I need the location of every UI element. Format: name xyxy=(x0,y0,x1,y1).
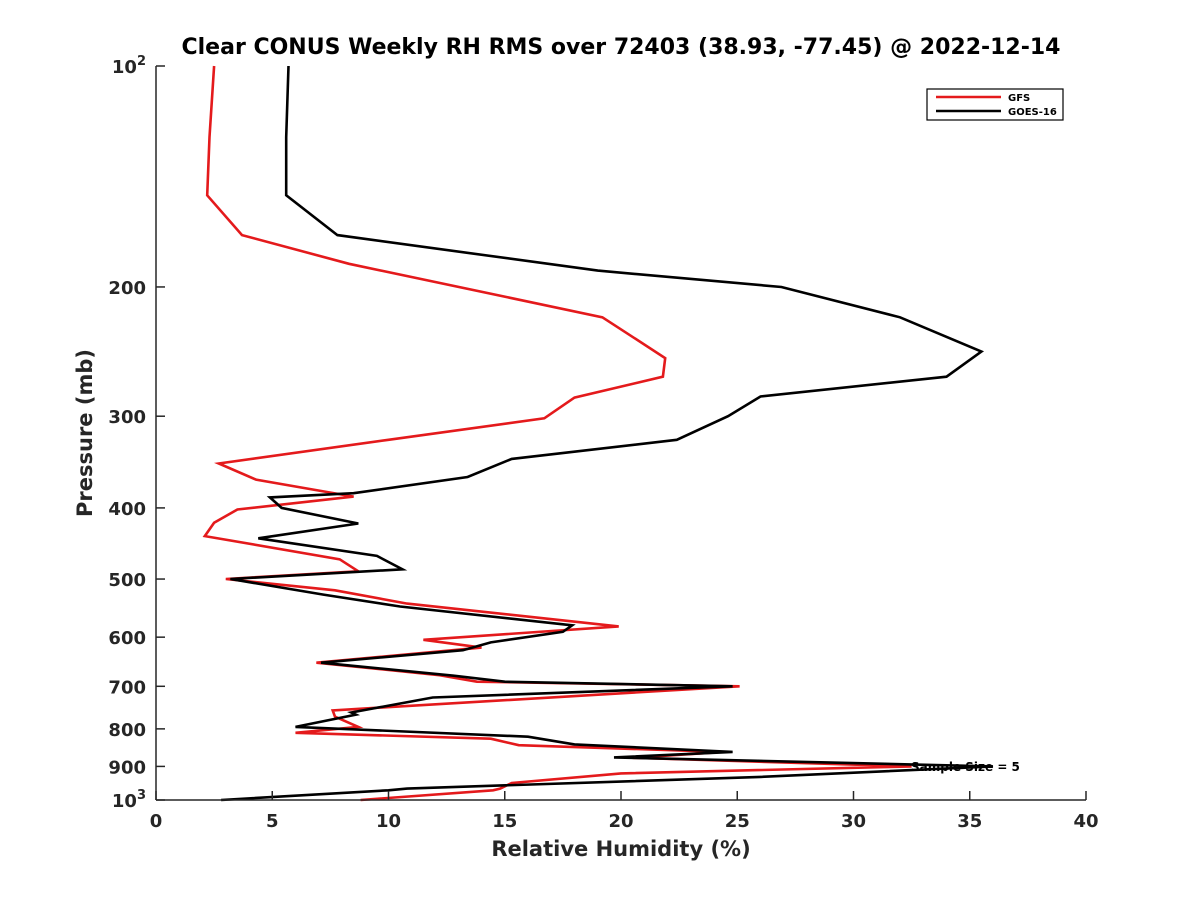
x-tick-label: 25 xyxy=(725,811,750,832)
x-tick-label: 15 xyxy=(492,811,517,832)
plot-area xyxy=(156,66,1086,800)
y-axis-label: Pressure (mb) xyxy=(73,349,97,517)
x-axis-label: Relative Humidity (%) xyxy=(491,837,750,861)
x-tick-label: 10 xyxy=(376,811,401,832)
y-tick-label: 103 xyxy=(112,788,146,812)
x-tick-label: 0 xyxy=(150,811,163,832)
y-tick-label: 800 xyxy=(108,720,146,741)
series-layer xyxy=(202,65,994,802)
x-tick-label: 5 xyxy=(266,811,279,832)
y-tick-label: 600 xyxy=(108,628,146,649)
x-tick-label: 20 xyxy=(608,811,633,832)
y-tick-label: 102 xyxy=(112,54,146,78)
y-tick-label: 500 xyxy=(108,570,146,591)
x-tick-label: 30 xyxy=(841,811,866,832)
legend-label-gfs: GFS xyxy=(1008,93,1030,104)
legend: GFS GOES-16 xyxy=(926,88,1064,121)
y-ticks: 102 200 300 400 500 600 700 800 900 103 xyxy=(108,54,165,812)
x-ticks: 0 5 10 15 20 25 30 35 40 xyxy=(150,791,1099,832)
legend-box xyxy=(926,88,1064,121)
y-tick-label: 900 xyxy=(108,757,146,778)
y-tick-label: 700 xyxy=(108,677,146,698)
y-tick-label: 300 xyxy=(108,407,146,428)
x-tick-label: 35 xyxy=(957,811,982,832)
y-tick-label: 400 xyxy=(108,499,146,520)
y-tick-label: 200 xyxy=(108,278,146,299)
chart-title: Clear CONUS Weekly RH RMS over 72403 (38… xyxy=(182,35,1061,60)
sample-size-annotation: Sample Size = 5 xyxy=(911,760,1020,774)
x-tick-label: 40 xyxy=(1073,811,1098,832)
legend-label-goes-16: GOES-16 xyxy=(1008,107,1057,118)
series-line-goes-16 xyxy=(221,65,994,802)
